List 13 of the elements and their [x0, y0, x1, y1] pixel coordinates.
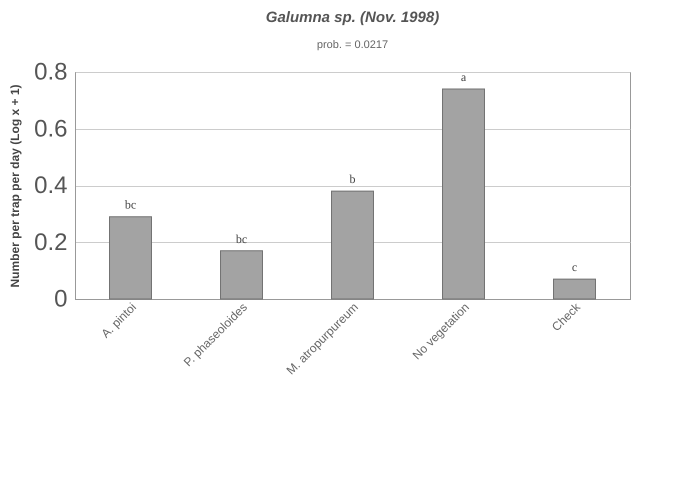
chart-title: Galumna sp. (Nov. 1998) — [266, 9, 440, 26]
y-tick-label: 0 — [54, 286, 68, 312]
annotation: b — [350, 172, 356, 186]
y-tick-label: 0.4 — [34, 172, 68, 199]
annotation: a — [460, 70, 467, 84]
annotation: c — [572, 260, 578, 274]
y-tick-label: 0.6 — [34, 115, 68, 142]
annotation: bc — [124, 198, 136, 212]
y-tick-label: 0.8 — [34, 58, 68, 86]
y-tick-label: 0.2 — [34, 228, 68, 256]
y-axis-title: Number per trap per day (Log x + 1) — [8, 84, 22, 288]
annotation: bc — [236, 232, 248, 246]
chart-subtitle: prob. = 0.0217 — [316, 39, 388, 51]
